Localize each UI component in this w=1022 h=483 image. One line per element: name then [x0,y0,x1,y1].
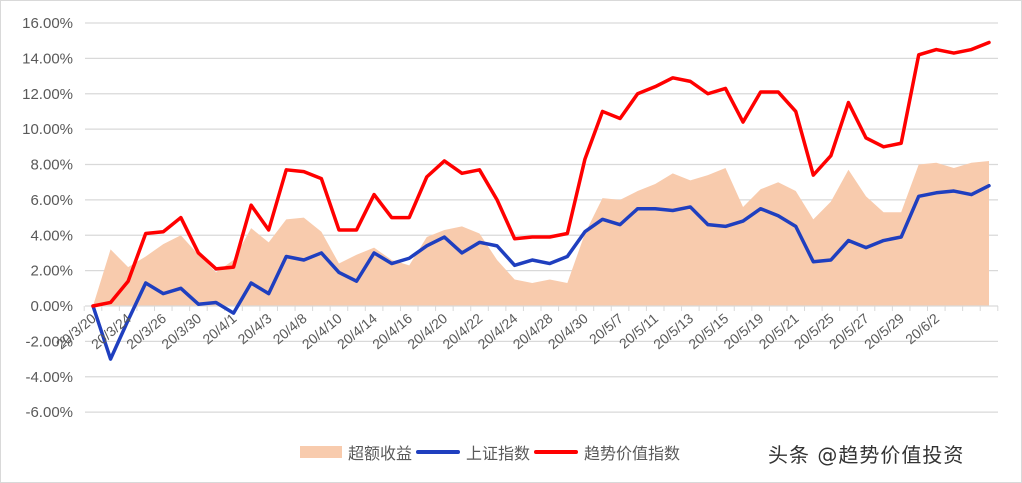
legend-item-shanghai-index: 上证指数 [416,440,530,464]
legend: 超额收益 上证指数 趋势价值指数 [300,440,684,464]
legend-item-excess-return: 超额收益 [300,440,412,464]
y-tick-label: -2.00% [25,333,73,350]
x-tick-label: 20/3/30 [158,310,204,352]
series-excess-return-area [93,160,989,306]
legend-label: 超额收益 [348,444,413,463]
line-swatch-icon [416,450,461,454]
x-tick-label: 20/4/30 [545,310,591,352]
y-tick-label: 12.00% [22,86,73,103]
legend-label: 趋势价值指数 [584,444,681,463]
legend-label: 上证指数 [466,444,531,463]
y-tick-label: 8.00% [30,157,73,174]
y-tick-label: 6.00% [30,192,73,209]
y-tick-label: -4.00% [25,369,73,386]
watermark: 头条 @趋势价值投资 [768,443,965,467]
legend-item-trend-value-index: 趋势价值指数 [534,440,680,464]
y-tick-label: 14.00% [22,50,73,67]
y-tick-label: -6.00% [25,404,73,421]
x-axis-tick-labels: 20/3/2020/3/2420/3/2620/3/3020/4/120/4/3… [53,310,943,352]
line-swatch-icon [534,450,579,454]
y-tick-label: 10.00% [22,121,73,138]
y-tick-label: 2.00% [30,263,73,280]
y-tick-label: 16.00% [22,15,73,32]
y-tick-label: 4.00% [30,227,73,244]
x-tick-label: 20/5/29 [861,310,907,352]
area-swatch-icon [300,446,342,458]
y-axis-ticks: 16.00% 14.00% 12.00% 10.00% 8.00% 6.00% 4.00% 2… [22,15,73,421]
series-lines [91,40,991,361]
y-tick-label: 0.00% [30,298,73,315]
